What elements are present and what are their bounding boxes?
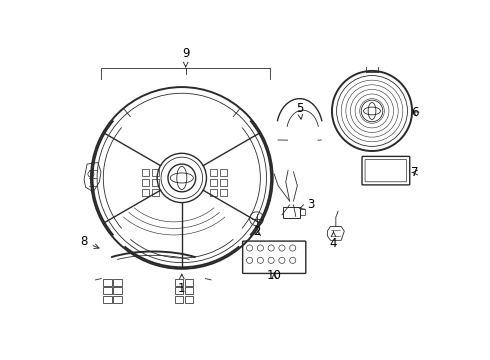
Bar — [220, 169, 227, 176]
Bar — [185, 279, 194, 286]
Text: 5: 5 — [296, 102, 303, 119]
Bar — [185, 287, 194, 294]
Bar — [113, 279, 122, 286]
Bar — [210, 169, 217, 176]
Text: 10: 10 — [267, 269, 282, 282]
Bar — [185, 296, 194, 303]
Bar — [175, 279, 183, 286]
Bar — [152, 169, 159, 176]
Text: 7: 7 — [412, 166, 419, 179]
Text: 2: 2 — [253, 225, 260, 238]
Text: 8: 8 — [80, 235, 99, 248]
Bar — [113, 287, 122, 294]
Text: 3: 3 — [300, 198, 314, 211]
Bar — [220, 179, 227, 186]
Bar — [103, 287, 112, 294]
Bar — [283, 207, 300, 218]
Bar — [175, 287, 183, 294]
Bar — [152, 179, 159, 186]
Bar — [113, 296, 122, 303]
Bar — [103, 279, 112, 286]
Bar — [175, 296, 183, 303]
Text: 4: 4 — [330, 231, 337, 250]
Bar — [103, 296, 112, 303]
Bar — [210, 179, 217, 186]
Bar — [142, 179, 149, 186]
Text: 9: 9 — [182, 48, 190, 67]
Bar — [210, 189, 217, 195]
Text: 1: 1 — [178, 274, 186, 294]
Bar — [220, 189, 227, 195]
Bar — [152, 189, 159, 195]
Bar — [142, 189, 149, 195]
Text: 6: 6 — [412, 106, 419, 119]
Bar — [300, 209, 305, 215]
Bar — [142, 169, 149, 176]
